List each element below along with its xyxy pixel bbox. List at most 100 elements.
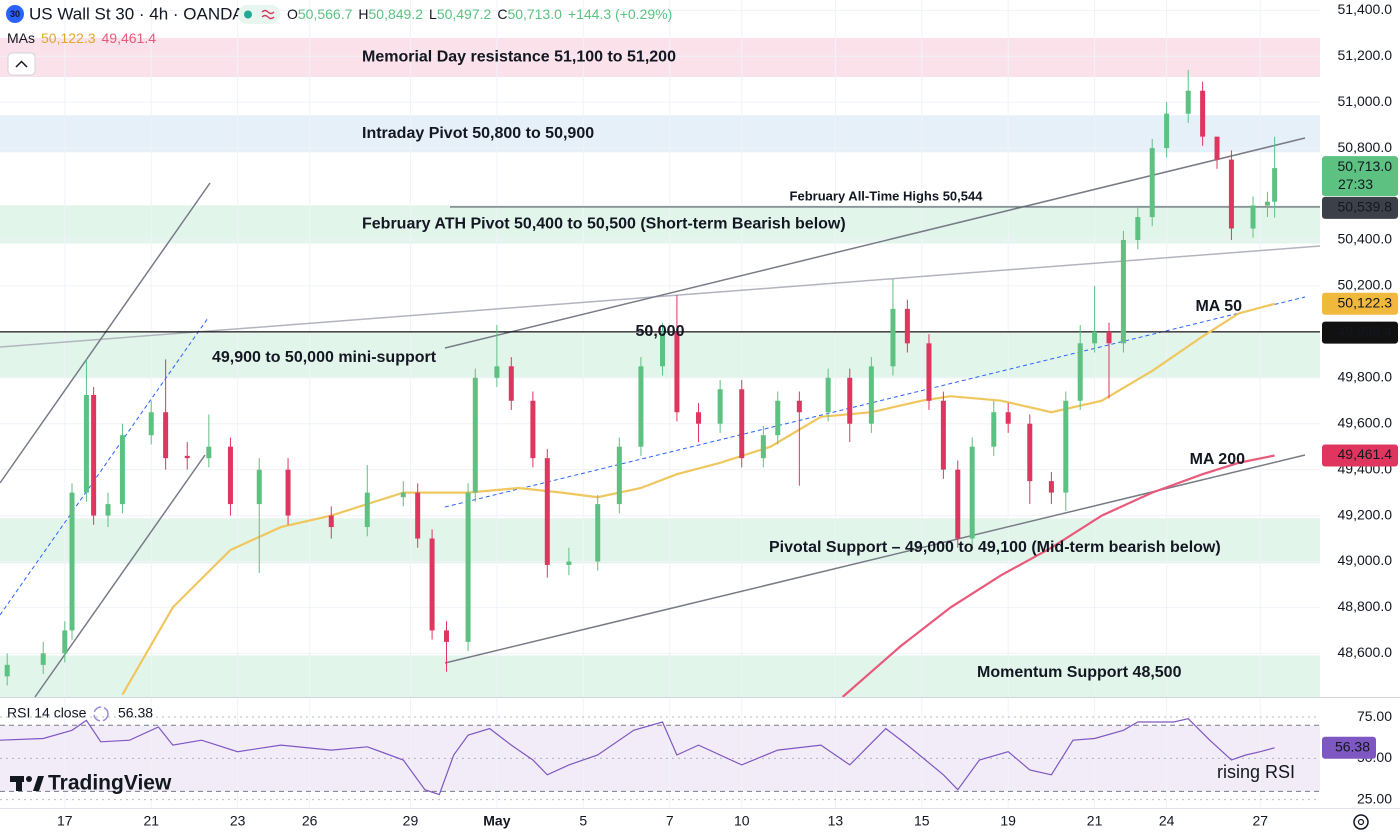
zone-label: February ATH Pivot 50,400 to 50,500 (Sho…: [362, 216, 846, 233]
candle-body: [1106, 331, 1112, 344]
candle-body: [940, 400, 946, 470]
candle-body: [415, 492, 421, 539]
candle-body: [739, 389, 745, 459]
ohlc-value: 50,849.2: [369, 6, 424, 22]
candle-body: [674, 331, 680, 413]
x-tick-label: 7: [666, 813, 674, 829]
rsi-annotation: rising RSI: [1217, 762, 1295, 782]
candle-body: [696, 412, 702, 424]
axes: 48,600.048,800.049,000.049,200.049,400.0…: [57, 1, 1398, 829]
candle-body: [868, 366, 874, 424]
ohlc-value: 50,497.2: [437, 6, 492, 22]
trend-line: [34, 454, 206, 698]
ohlc-key: O: [287, 6, 298, 22]
candle-body: [969, 446, 975, 539]
candle-body: [184, 455, 190, 459]
x-tick-label: 24: [1159, 813, 1175, 829]
y-tick-label: 49,800.0: [1338, 368, 1393, 384]
candle-body: [443, 630, 449, 642]
candle-body: [69, 492, 75, 631]
candle-body: [595, 504, 601, 562]
rsi-tick-label: 75.00: [1357, 708, 1392, 724]
candle-body: [1063, 400, 1069, 493]
symbol-icon: [6, 5, 24, 23]
status-pill[interactable]: [238, 5, 280, 24]
rsi-tag-label: 56.38: [1335, 738, 1370, 754]
ma-label: MA 200: [1190, 451, 1246, 468]
candle-body: [775, 400, 781, 436]
candle-body: [206, 446, 212, 459]
y-tick-label: 50,800.0: [1338, 139, 1393, 155]
candle-body: [1250, 205, 1256, 229]
candle-body: [1228, 159, 1234, 229]
ohlc-value: 50,566.7: [298, 6, 353, 22]
grid: [0, 0, 1320, 808]
candle-body: [825, 377, 831, 413]
candle-body: [926, 343, 932, 401]
candle-body: [660, 331, 666, 367]
x-tick-label: 26: [302, 813, 318, 829]
zone-label: Momentum Support 48,500: [977, 664, 1182, 681]
change: +144.3 (+0.29%): [568, 6, 672, 22]
rsi-tag: [1322, 736, 1376, 759]
candle-body: [1027, 423, 1033, 482]
candle-body: [955, 469, 961, 539]
zones: [0, 37, 1320, 792]
x-tick-label: 27: [1252, 813, 1268, 829]
y-tick-label: 51,000.0: [1338, 93, 1393, 109]
labels: Memorial Day resistance 51,100 to 51,200…: [6, 4, 1295, 782]
candle-body: [717, 389, 723, 424]
candle-body: [256, 469, 262, 505]
price-tag: [1322, 444, 1398, 467]
candle-body: [429, 538, 435, 631]
candle-body: [119, 435, 125, 505]
y-tick-label: 49,600.0: [1338, 414, 1393, 430]
rsi-loading-icon: [93, 706, 109, 722]
candle-body: [4, 664, 10, 677]
symbol: US Wall St 30 · 4h · OANDA: [29, 4, 244, 23]
candle-body: [1120, 239, 1126, 344]
candle-body: [1077, 343, 1083, 401]
candle-body: [544, 458, 550, 565]
rsi-line: [0, 718, 1275, 796]
trend-line: [444, 296, 1306, 508]
rsi-tick-label: 25.00: [1357, 790, 1392, 806]
candle-body: [227, 446, 233, 505]
candle-body: [847, 377, 853, 424]
settings-icon[interactable]: [1353, 814, 1369, 830]
candle-body: [508, 366, 514, 401]
x-tick-label: 13: [828, 813, 844, 829]
level-label: February All-Time Highs 50,544: [790, 188, 984, 203]
collapse-icon: [15, 60, 28, 68]
candle-body: [796, 400, 802, 413]
candle-body: [83, 395, 89, 493]
candle-body: [638, 366, 644, 447]
candle-body: [1214, 136, 1220, 160]
ma-header: MAs 50,122.3 49,461.4: [7, 30, 156, 46]
ohlc-key: H: [358, 6, 368, 22]
price-tag: [1322, 321, 1398, 344]
rsi-value: 56.38: [118, 705, 153, 721]
candle-body: [904, 308, 910, 344]
collapse-button[interactable]: [7, 52, 36, 76]
x-tick-label: 5: [579, 813, 587, 829]
candle-body: [400, 492, 406, 498]
status-wave: [261, 9, 275, 20]
y-tick-label: 50,200.0: [1338, 277, 1393, 293]
ma-line: [121, 302, 1275, 696]
price-tag-label: 50,122.3: [1338, 294, 1393, 310]
zone: [0, 333, 1320, 379]
trend-line: [0, 317, 209, 616]
candle-body: [616, 446, 622, 505]
candle-body: [1185, 90, 1191, 114]
symbol-icon-text: 30: [10, 9, 20, 19]
candle-body: [1264, 201, 1270, 206]
price-tag: [1322, 156, 1398, 197]
candle-body: [566, 561, 572, 565]
y-tick-label: 48,600.0: [1338, 644, 1393, 660]
candle-body: [991, 412, 997, 447]
candle-body: [472, 377, 478, 493]
x-tick-label: May: [483, 813, 510, 829]
